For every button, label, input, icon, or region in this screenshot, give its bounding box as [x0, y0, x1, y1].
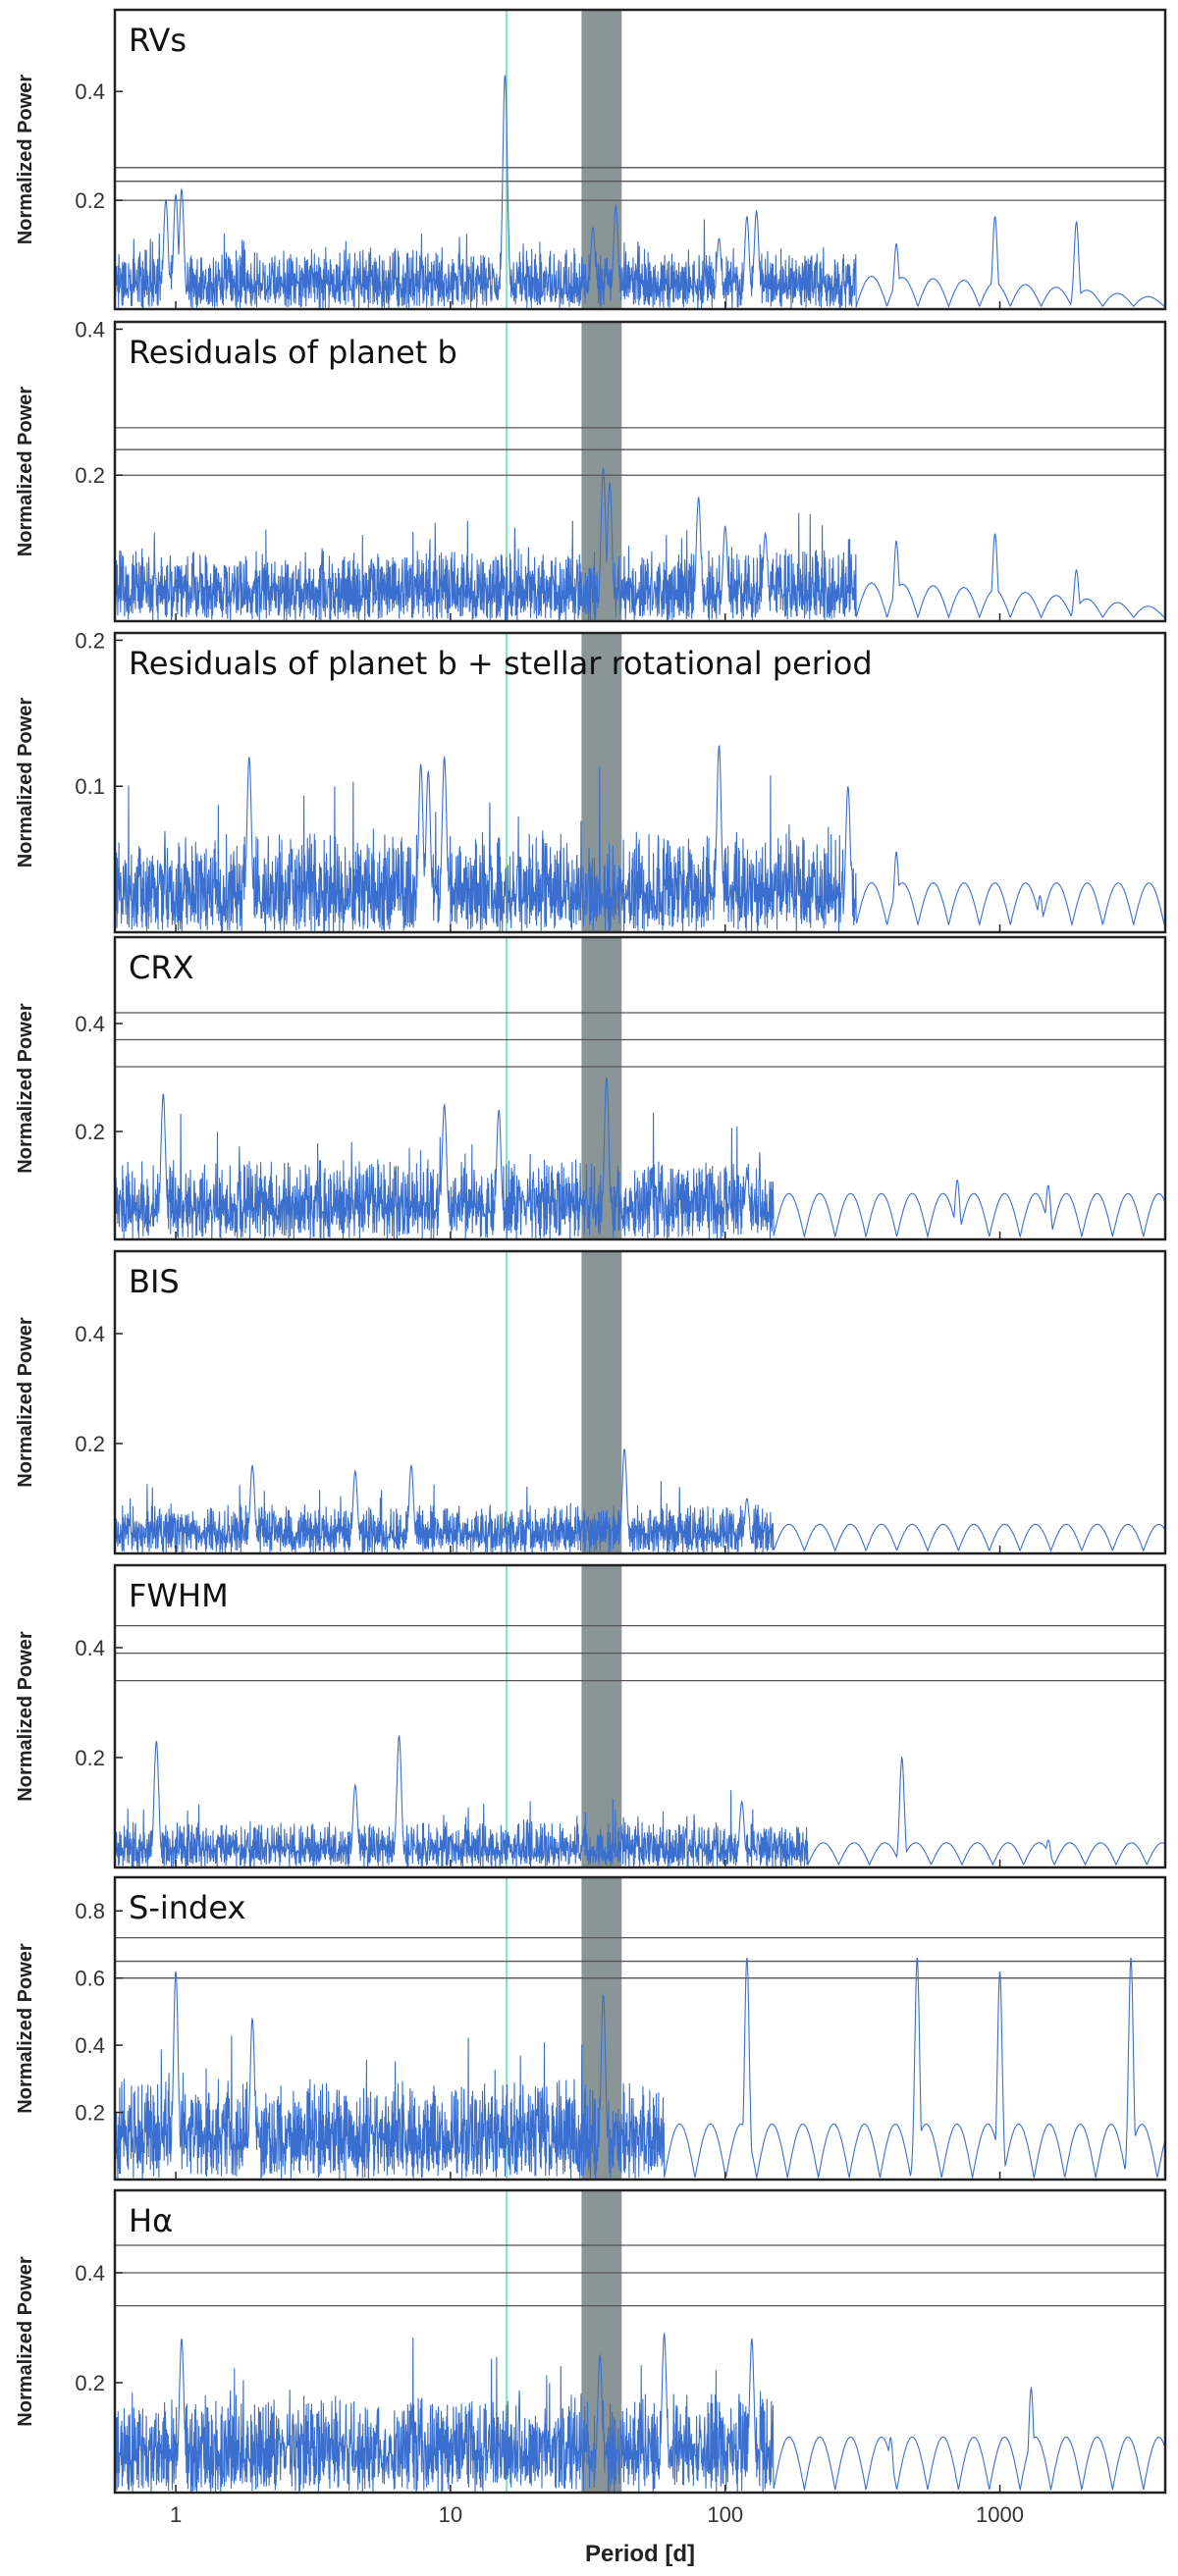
y-tick-label: 0.2: [75, 1746, 105, 1770]
y-tick-label: 0.2: [75, 1120, 105, 1144]
periodogram-series: [115, 1448, 1165, 1553]
rotation-period-band: [581, 1251, 622, 1553]
panel-frame: [113, 1563, 1167, 1869]
panel-title: S-index: [129, 1889, 245, 1926]
y-axis-label: Normalized Power: [15, 387, 36, 557]
periodogram-panel: 0.2 0.4 Normalized Power RVs: [15, 8, 1167, 311]
y-axis-label: Normalized Power: [15, 75, 36, 245]
rotation-period-band: [581, 10, 622, 309]
periodogram-series: [115, 467, 1165, 621]
periodogram-panel: 0.2 0.4 Normalized Power Residuals of plane…: [15, 317, 1167, 623]
panel-title: Residuals of planet b: [129, 334, 457, 371]
y-tick-label: 0.2: [75, 628, 105, 653]
panel-title: Hα: [129, 2202, 173, 2239]
x-tick-label: 1000: [976, 2502, 1024, 2527]
y-tick-label: 0.4: [75, 1012, 105, 1036]
y-tick-label: 0.4: [75, 1636, 105, 1660]
y-tick-label: 0.4: [75, 2261, 105, 2286]
y-tick-label: 0.8: [75, 1899, 105, 1923]
periodogram-panel: 0.2 0.4 Normalized Power CRX: [15, 935, 1167, 1241]
y-axis-label: Normalized Power: [15, 1631, 36, 1802]
panel-frame: [113, 1249, 1167, 1555]
y-tick-label: 0.2: [75, 2371, 105, 2395]
panel-title: BIS: [129, 1263, 180, 1300]
y-tick-label: 0.2: [75, 2101, 105, 2126]
y-tick-label: 0.4: [75, 317, 105, 342]
x-tick-label: 1: [170, 2502, 182, 2527]
panel-title: FWHM: [129, 1577, 229, 1614]
y-axis-label: Normalized Power: [15, 1317, 36, 1488]
panel-title: Residuals of planet b + stellar rotation…: [129, 645, 873, 682]
periodogram-panel: 0.2 0.4 Normalized Power FWHM: [15, 1563, 1167, 1869]
y-tick-label: 0.6: [75, 1967, 105, 1991]
periodogram-panel: 0.1 0.2 Normalized Power Residuals of plane…: [15, 628, 1167, 934]
periodogram-series: [115, 1734, 1165, 1867]
panel-title: CRX: [129, 949, 194, 986]
y-tick-label: 0.1: [75, 774, 105, 799]
periodogram-panel: 0.2 0.4 Normalized Power Hα: [15, 2188, 1167, 2495]
y-tick-label: 0.2: [75, 463, 105, 488]
y-tick-label: 0.2: [75, 1432, 105, 1456]
periodogram-series: [115, 744, 1165, 932]
panel-frame: [113, 320, 1167, 623]
y-axis-label: Normalized Power: [15, 698, 36, 868]
periodogram-panel: 0.2 0.4 0.6 0.8 Normalized Power S-index: [15, 1875, 1167, 2182]
panel-frame: [113, 2188, 1167, 2495]
periodogram-series: [115, 1077, 1165, 1239]
y-axis-label: Normalized Power: [15, 1943, 36, 2114]
x-axis-label: Period [d]: [585, 2541, 695, 2567]
periodogram-panel: 0.2 0.4 Normalized Power BIS: [15, 1249, 1167, 1555]
y-axis-label: Normalized Power: [15, 1003, 36, 1174]
y-tick-label: 0.4: [75, 1322, 105, 1346]
panel-frame: [113, 631, 1167, 934]
panel-frame: [113, 8, 1167, 311]
y-tick-label: 0.2: [75, 188, 105, 213]
y-tick-label: 0.4: [75, 79, 105, 104]
periodogram-series: [115, 75, 1165, 309]
y-axis-label: Normalized Power: [15, 2256, 36, 2427]
panel-title: RVs: [129, 22, 187, 59]
x-tick-label: 100: [707, 2502, 743, 2527]
panel-frame: [113, 1875, 1167, 2182]
periodogram-series: [115, 1957, 1165, 2180]
y-tick-label: 0.4: [75, 2033, 105, 2058]
periodogram-series: [115, 2333, 1165, 2493]
panel-frame: [113, 935, 1167, 1241]
x-tick-label: 10: [439, 2502, 462, 2527]
